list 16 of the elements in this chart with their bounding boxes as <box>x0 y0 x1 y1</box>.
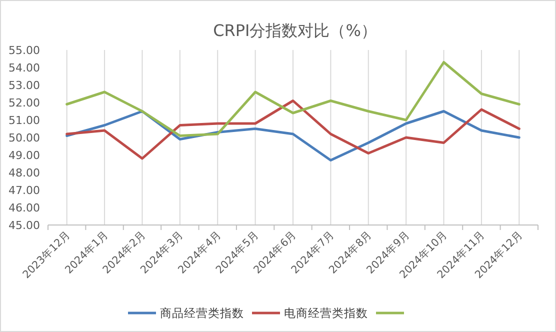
y-tick-label: 48.00 <box>8 166 40 180</box>
line-series <box>66 100 520 160</box>
y-tick-label: 53.00 <box>8 79 40 92</box>
y-tick-label: 47.00 <box>8 184 40 197</box>
y-tick-label: 52.00 <box>8 96 40 110</box>
chart-title: CRPI分指数对比（%） <box>213 21 377 40</box>
y-tick-label: 49.00 <box>8 149 40 162</box>
y-tick-label: 55.00 <box>8 44 40 57</box>
y-tick-label: 46.00 <box>8 202 40 214</box>
y-tick-label: 45.00 <box>8 219 40 232</box>
legend-label: 商品经营类指数 <box>160 306 244 320</box>
line-series <box>66 61 520 137</box>
y-tick-label: 50.00 <box>8 132 40 144</box>
y-tick-label: 54.00 <box>8 62 40 74</box>
y-tick-label: 51.00 <box>8 114 40 127</box>
legend-label: 电商经营类指数 <box>284 306 368 320</box>
